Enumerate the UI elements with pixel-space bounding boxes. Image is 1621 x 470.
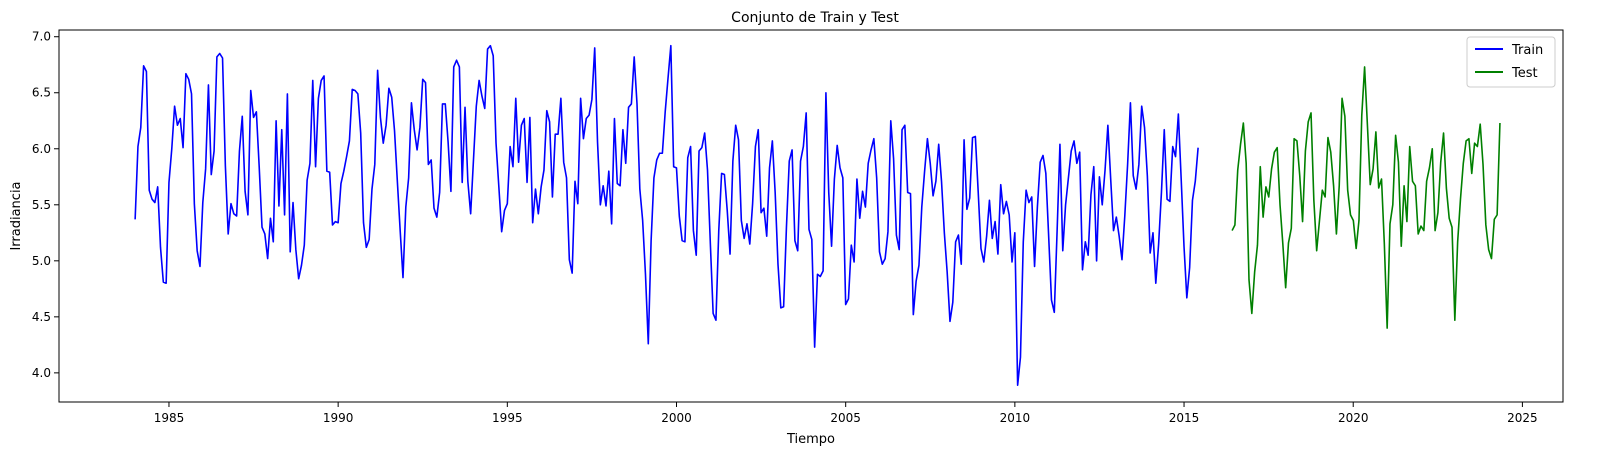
y-tick-label: 7.0 [32,30,51,44]
x-tick-label: 2025 [1507,411,1538,425]
x-axis: 1985 1990 1995 2000 2005 2010 2015 2020 2025 [154,402,1538,425]
y-tick-label: 6.5 [32,86,51,100]
y-tick-label: 6.0 [32,142,51,156]
x-tick-label: 1985 [154,411,185,425]
x-tick-label: 1995 [492,411,523,425]
series-line-test [1231,66,1501,329]
x-tick-label: 2015 [1169,411,1200,425]
y-tick-label: 5.0 [32,254,51,268]
x-tick-label: 2000 [661,411,692,425]
chart-title: Conjunto de Train y Test [731,10,899,26]
legend-label-train: Train [1511,43,1543,58]
plot-area [134,44,1501,386]
legend: Train Test [1466,36,1556,88]
y-axis-label: Irradiancia [9,181,24,250]
x-tick-label: 2005 [830,411,861,425]
y-axis: 4.0 4.5 5.0 5.5 6.0 6.5 7.0 [32,30,59,380]
x-tick-label: 1990 [323,411,354,425]
y-tick-label: 5.5 [32,198,51,212]
x-axis-label: Tiempo [786,432,835,447]
y-tick-label: 4.0 [32,366,51,380]
axes-frame [58,29,1564,403]
x-tick-label: 2010 [1000,411,1031,425]
y-tick-label: 4.5 [32,310,51,324]
series-line-train [134,44,1199,386]
x-tick-label: 2020 [1338,411,1369,425]
legend-label-test: Test [1511,66,1538,81]
